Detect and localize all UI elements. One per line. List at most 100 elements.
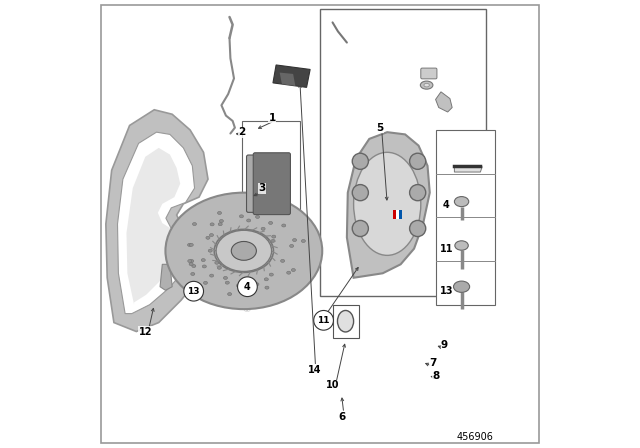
- Ellipse shape: [218, 211, 221, 215]
- Text: 13: 13: [440, 286, 453, 296]
- Polygon shape: [280, 73, 296, 86]
- Ellipse shape: [301, 240, 305, 242]
- Ellipse shape: [188, 259, 192, 263]
- Ellipse shape: [228, 293, 232, 296]
- Ellipse shape: [454, 197, 468, 207]
- Text: 8: 8: [433, 371, 440, 381]
- Polygon shape: [436, 92, 452, 112]
- Text: 14: 14: [308, 365, 321, 375]
- Ellipse shape: [248, 285, 252, 288]
- Circle shape: [184, 281, 204, 301]
- Ellipse shape: [218, 223, 222, 226]
- Bar: [399, 210, 402, 219]
- Ellipse shape: [218, 266, 221, 269]
- Polygon shape: [273, 65, 310, 87]
- FancyBboxPatch shape: [246, 155, 291, 212]
- Text: 11: 11: [317, 316, 330, 325]
- Ellipse shape: [201, 258, 205, 262]
- Ellipse shape: [291, 268, 296, 271]
- Ellipse shape: [223, 276, 227, 280]
- Text: 13: 13: [188, 287, 200, 296]
- Ellipse shape: [214, 229, 273, 272]
- Bar: [436, 130, 495, 305]
- Circle shape: [352, 185, 369, 201]
- Circle shape: [410, 220, 426, 237]
- Text: 6: 6: [338, 412, 345, 422]
- Ellipse shape: [191, 272, 195, 276]
- Text: 1: 1: [268, 113, 276, 123]
- Bar: [242, 121, 300, 224]
- Circle shape: [352, 220, 369, 237]
- Ellipse shape: [282, 224, 285, 227]
- Circle shape: [410, 185, 426, 201]
- Text: 3: 3: [258, 183, 266, 193]
- Ellipse shape: [290, 245, 294, 247]
- Polygon shape: [347, 132, 430, 278]
- Bar: [392, 210, 396, 219]
- Ellipse shape: [204, 281, 207, 284]
- Ellipse shape: [188, 243, 191, 246]
- Ellipse shape: [210, 274, 214, 277]
- Ellipse shape: [292, 238, 296, 241]
- Ellipse shape: [269, 273, 273, 276]
- Circle shape: [352, 153, 369, 169]
- Ellipse shape: [455, 241, 468, 250]
- Ellipse shape: [209, 233, 214, 237]
- Ellipse shape: [252, 282, 256, 285]
- Ellipse shape: [225, 281, 229, 284]
- Ellipse shape: [192, 264, 196, 267]
- Polygon shape: [160, 264, 172, 290]
- Text: 2: 2: [238, 127, 245, 137]
- Ellipse shape: [420, 81, 433, 89]
- Text: 4: 4: [244, 282, 251, 292]
- Ellipse shape: [255, 215, 260, 219]
- Text: 4: 4: [443, 200, 450, 210]
- Ellipse shape: [239, 215, 243, 218]
- Ellipse shape: [236, 284, 241, 287]
- Ellipse shape: [269, 221, 273, 224]
- Ellipse shape: [454, 281, 470, 293]
- Ellipse shape: [337, 310, 354, 332]
- Ellipse shape: [202, 265, 206, 268]
- Ellipse shape: [271, 239, 275, 242]
- FancyBboxPatch shape: [253, 153, 291, 215]
- Ellipse shape: [231, 241, 257, 260]
- FancyBboxPatch shape: [421, 68, 437, 79]
- Ellipse shape: [265, 286, 269, 289]
- Bar: [333, 305, 358, 338]
- Ellipse shape: [166, 193, 323, 309]
- Ellipse shape: [353, 152, 421, 255]
- Ellipse shape: [189, 243, 193, 246]
- Ellipse shape: [264, 278, 268, 281]
- Ellipse shape: [287, 271, 291, 274]
- Ellipse shape: [246, 219, 251, 222]
- Ellipse shape: [280, 259, 285, 263]
- Circle shape: [314, 310, 333, 330]
- Ellipse shape: [220, 220, 223, 223]
- Polygon shape: [127, 148, 180, 305]
- Text: 456906: 456906: [456, 432, 493, 442]
- Ellipse shape: [189, 263, 193, 266]
- Ellipse shape: [206, 236, 210, 239]
- Text: 12: 12: [138, 327, 152, 336]
- Text: 11: 11: [440, 244, 453, 254]
- Ellipse shape: [210, 223, 214, 226]
- Ellipse shape: [189, 259, 194, 263]
- Ellipse shape: [208, 249, 212, 252]
- Text: 7: 7: [429, 358, 436, 368]
- Ellipse shape: [261, 227, 265, 230]
- Bar: [396, 210, 399, 219]
- Ellipse shape: [215, 261, 219, 264]
- Ellipse shape: [255, 283, 259, 286]
- Text: 9: 9: [441, 340, 448, 350]
- Circle shape: [410, 153, 426, 169]
- Ellipse shape: [193, 223, 196, 225]
- Polygon shape: [106, 110, 208, 332]
- Polygon shape: [118, 132, 195, 314]
- Text: 10: 10: [326, 380, 339, 390]
- Ellipse shape: [272, 235, 276, 238]
- Circle shape: [237, 277, 257, 297]
- Ellipse shape: [424, 83, 429, 87]
- Ellipse shape: [216, 230, 271, 271]
- Text: 5: 5: [376, 123, 383, 133]
